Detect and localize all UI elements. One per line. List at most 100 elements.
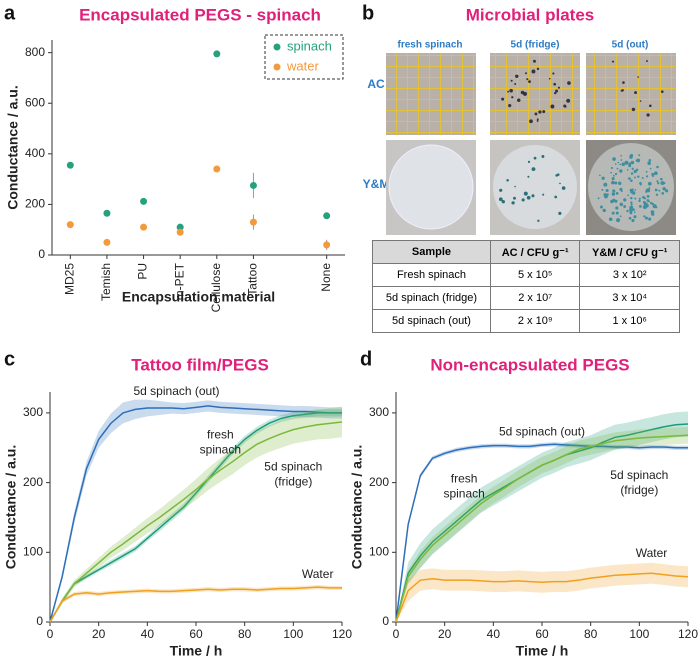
colony bbox=[521, 198, 525, 202]
colony bbox=[541, 155, 545, 158]
cell: 2 x 10⁹ bbox=[489, 309, 581, 333]
colony bbox=[634, 176, 636, 179]
x-tick-label: 120 bbox=[332, 627, 352, 641]
y-tick-label: 400 bbox=[25, 146, 45, 160]
colony bbox=[614, 163, 617, 165]
line bbox=[49, 412, 342, 623]
y-tick-label: 0 bbox=[38, 247, 45, 261]
y-tick-label: 100 bbox=[23, 544, 43, 558]
point bbox=[323, 212, 331, 220]
colony bbox=[515, 74, 519, 78]
panel-title: Microbial plates bbox=[466, 5, 594, 24]
colony bbox=[620, 154, 622, 157]
x-tick-label: Tattoo bbox=[246, 263, 260, 296]
colony bbox=[626, 209, 629, 213]
colony bbox=[626, 169, 629, 171]
colony bbox=[631, 218, 635, 223]
colony bbox=[509, 88, 513, 93]
colony bbox=[529, 119, 533, 124]
point bbox=[140, 223, 148, 231]
colony bbox=[644, 216, 648, 220]
x-tick-label: 80 bbox=[584, 627, 598, 641]
colony bbox=[646, 188, 651, 193]
colony bbox=[534, 112, 538, 116]
colony bbox=[627, 194, 629, 197]
colony bbox=[610, 171, 612, 174]
cell: 5d spinach (out) bbox=[372, 309, 491, 333]
colony bbox=[527, 160, 531, 163]
colony bbox=[632, 191, 636, 195]
colony bbox=[601, 188, 604, 191]
row-label: AC bbox=[367, 77, 385, 91]
column-label: 5d (out) bbox=[612, 40, 649, 51]
panel-label: c bbox=[4, 348, 15, 370]
colony bbox=[620, 190, 623, 192]
colony bbox=[611, 211, 615, 215]
colony bbox=[506, 178, 509, 182]
colony bbox=[600, 205, 603, 209]
chart-title: Encapsulated PEGS - spinach bbox=[79, 5, 321, 24]
cell: 1 x 10⁶ bbox=[579, 309, 680, 333]
colony bbox=[567, 81, 571, 85]
colony bbox=[628, 162, 632, 166]
cell: 5d spinach (fridge) bbox=[372, 286, 491, 310]
colony bbox=[644, 197, 647, 200]
colony bbox=[628, 177, 631, 180]
colony bbox=[531, 69, 536, 74]
colony bbox=[630, 160, 635, 165]
colony bbox=[624, 160, 629, 165]
colony bbox=[514, 83, 517, 85]
colony bbox=[617, 161, 620, 164]
colony bbox=[559, 182, 561, 185]
panel-label: b bbox=[362, 2, 374, 24]
colony bbox=[638, 197, 641, 200]
colony bbox=[630, 172, 634, 175]
annotation: fresh bbox=[207, 427, 234, 441]
point bbox=[140, 197, 148, 205]
colony bbox=[531, 194, 535, 198]
colony bbox=[654, 188, 658, 192]
colony bbox=[614, 199, 618, 203]
colony bbox=[610, 199, 614, 204]
line bbox=[49, 405, 342, 623]
colony bbox=[527, 175, 530, 178]
x-tick-label: 40 bbox=[141, 627, 155, 641]
y-axis-title: Conductance / a.u. bbox=[3, 445, 19, 569]
cfu-table: Sample AC / CFU g⁻¹ Y&M / CFU g⁻¹ Fresh … bbox=[372, 240, 680, 333]
colony bbox=[511, 201, 515, 205]
colony bbox=[612, 157, 616, 161]
colony bbox=[616, 167, 619, 170]
colony bbox=[499, 188, 503, 192]
colony bbox=[550, 104, 555, 109]
x-tick-label: None bbox=[319, 263, 333, 292]
colony bbox=[555, 89, 559, 93]
colony bbox=[649, 167, 652, 170]
chart-title: Non-encapsulated PEGS bbox=[430, 355, 629, 374]
colony bbox=[632, 208, 635, 211]
table-row: Fresh spinach 5 x 10⁵ 3 x 10² bbox=[372, 263, 680, 287]
colony bbox=[633, 215, 637, 219]
plate-ac bbox=[490, 53, 580, 135]
colonies bbox=[498, 59, 669, 223]
colony bbox=[523, 191, 528, 196]
colony bbox=[642, 206, 645, 209]
y-axis-title: Conductance / a.u. bbox=[5, 85, 21, 209]
plate-images bbox=[386, 53, 676, 235]
x-tick-label: Temish bbox=[99, 263, 113, 301]
colony bbox=[648, 200, 650, 203]
annotation: spinach bbox=[443, 486, 484, 500]
legend-marker bbox=[273, 43, 281, 51]
colony bbox=[620, 89, 624, 92]
colony bbox=[646, 194, 650, 198]
colony bbox=[554, 91, 557, 95]
colony bbox=[660, 181, 665, 185]
y-tick-label: 600 bbox=[25, 95, 45, 109]
y-tick-label: 0 bbox=[382, 614, 389, 628]
colony bbox=[655, 193, 659, 196]
colony bbox=[606, 193, 609, 196]
x-tick-label: 60 bbox=[535, 627, 549, 641]
annotation: 5d spinach bbox=[264, 459, 322, 473]
point bbox=[66, 161, 74, 169]
